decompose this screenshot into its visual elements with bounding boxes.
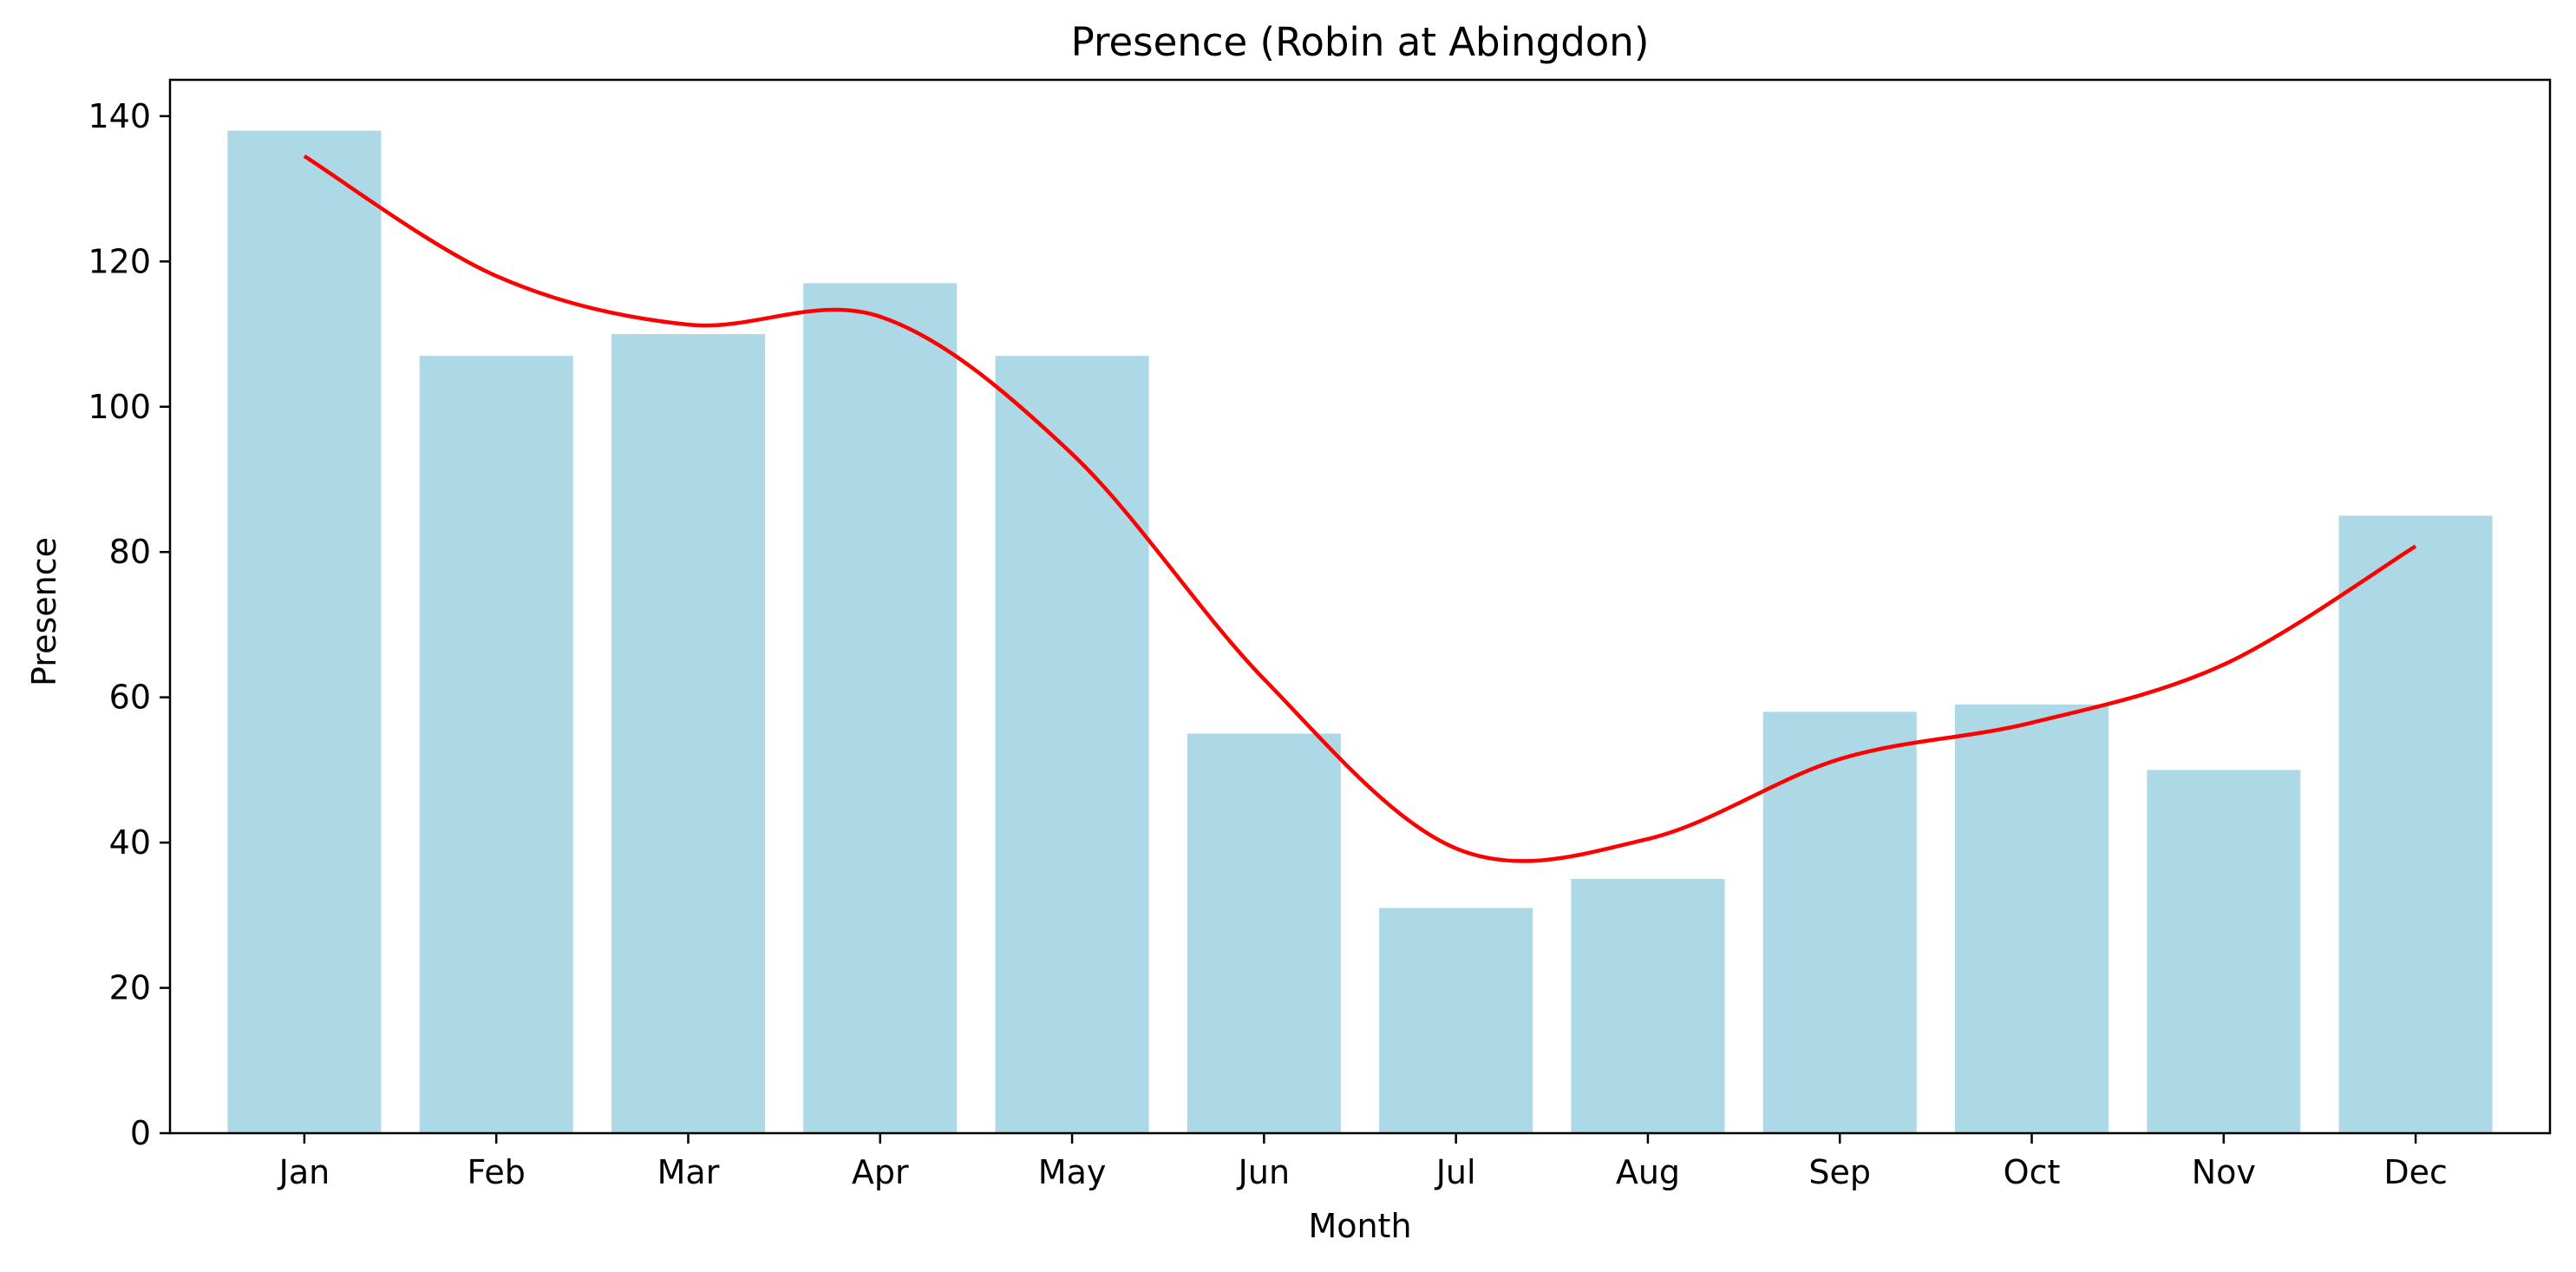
bar-sep [1762, 711, 1917, 1133]
y-tick-label: 40 [109, 823, 151, 862]
x-tick-label-jul: Jul [1435, 1153, 1476, 1191]
x-tick-label-mar: Mar [657, 1153, 720, 1191]
bar-aug [1571, 878, 1725, 1133]
bar-may [995, 356, 1149, 1133]
bar-nov [2147, 770, 2301, 1133]
x-tick-label-apr: Apr [852, 1153, 909, 1191]
chart-title: Presence (Robin at Abingdon) [1071, 19, 1650, 65]
bar-dec [2338, 515, 2493, 1133]
trend-line [303, 154, 2417, 863]
y-tick-label: 0 [130, 1114, 151, 1152]
plot-frame [168, 78, 2552, 1135]
axes-layer: 0 20 40 60 80 100 120 140 Jan Feb Mar Apr May Jun Jul A… [88, 78, 2552, 1191]
y-axis-label: Presence [25, 537, 63, 686]
y-tick-label: 20 [109, 969, 151, 1007]
y-tick-label: 100 [88, 388, 151, 426]
bar-jul [1379, 908, 1533, 1133]
x-tick-label-jun: Jun [1237, 1153, 1290, 1191]
line-layer [303, 154, 2417, 863]
bar-feb [419, 356, 573, 1133]
x-axis-label: Month [1308, 1207, 1411, 1245]
x-tick-label-aug: Aug [1616, 1153, 1680, 1191]
y-tick-label: 120 [88, 242, 151, 280]
x-tick-label-oct: Oct [2004, 1153, 2061, 1191]
bars-layer [227, 130, 2493, 1133]
x-tick-label-may: May [1038, 1153, 1107, 1191]
y-tick-label: 80 [109, 533, 151, 571]
x-tick-label-nov: Nov [2192, 1153, 2256, 1191]
bar-oct [1955, 705, 2109, 1133]
bar-jun [1187, 733, 1341, 1133]
y-tick-label: 140 [88, 97, 151, 135]
bar-apr [803, 283, 958, 1133]
x-tick-label-sep: Sep [1808, 1153, 1871, 1191]
x-tick-label-jan: Jan [278, 1153, 330, 1191]
x-tick-label-dec: Dec [2383, 1153, 2448, 1191]
y-tick-label: 60 [109, 679, 151, 717]
bar-mar [611, 334, 765, 1133]
bar-jan [227, 130, 382, 1133]
x-tick-label-feb: Feb [467, 1153, 526, 1191]
